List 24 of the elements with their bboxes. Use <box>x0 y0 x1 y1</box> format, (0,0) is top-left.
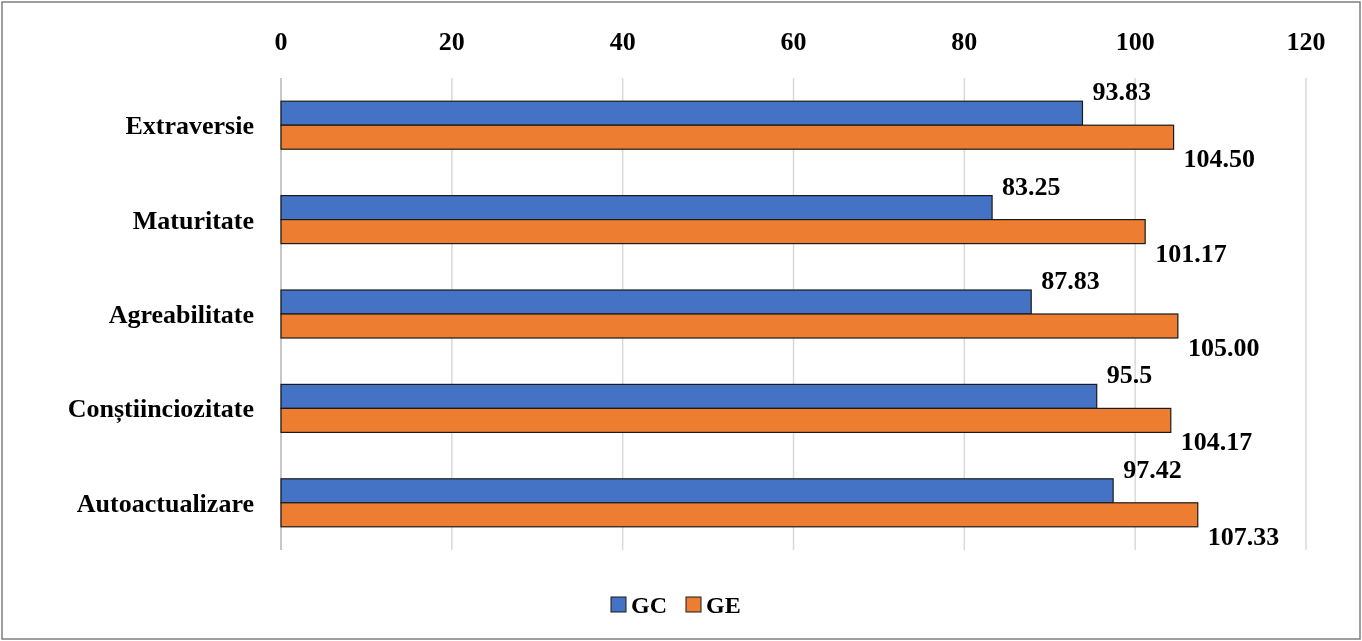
data-label: 87.83 <box>1041 266 1100 295</box>
data-label: 105.00 <box>1187 333 1260 362</box>
data-label: 95.5 <box>1106 360 1153 390</box>
x-tick-label: 120 <box>1286 27 1326 56</box>
y-tick-label: Extraversie <box>125 111 254 141</box>
x-tick-label: 40 <box>609 27 636 56</box>
data-label: 93.83 <box>1092 77 1151 107</box>
data-label: 83.25 <box>1002 171 1061 201</box>
data-label: 104.17 <box>1180 427 1253 457</box>
y-tick-label: Conștiinciozitate <box>67 394 254 425</box>
y-tick-label: Maturitate <box>132 205 254 235</box>
y-tick-label: Autoactualizare <box>76 488 254 518</box>
x-tick-label: 100 <box>1115 27 1155 56</box>
x-tick-label: 60 <box>780 27 807 56</box>
legend-label: GC <box>631 592 667 618</box>
data-label: 107.33 <box>1207 521 1280 551</box>
data-label: 97.42 <box>1123 454 1182 484</box>
data-label: 101.17 <box>1155 238 1227 268</box>
x-tick-label: 20 <box>438 27 465 56</box>
x-tick-label: 80 <box>951 27 978 56</box>
x-tick-label: 0 <box>274 27 288 56</box>
y-tick-label: Agreabilitate <box>108 300 254 329</box>
legend-label: GE <box>706 592 741 618</box>
data-label: 104.50 <box>1183 144 1256 174</box>
